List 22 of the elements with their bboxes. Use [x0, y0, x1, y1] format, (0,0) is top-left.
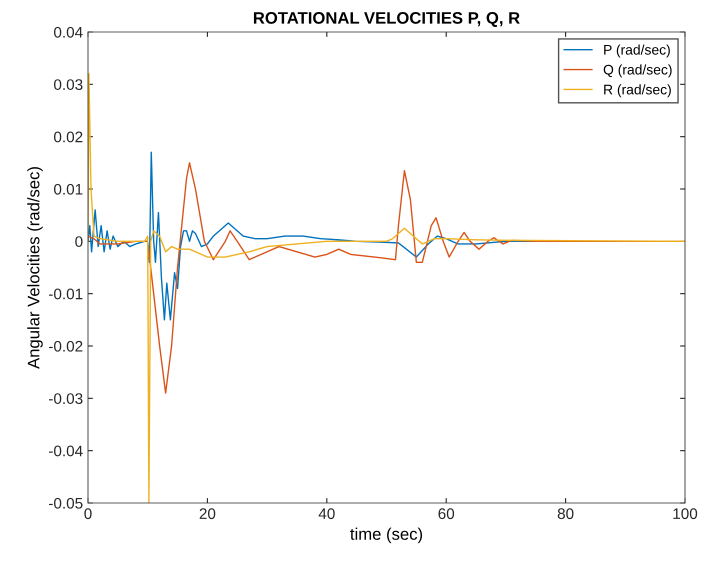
- y-tick-label: 0.04: [54, 26, 83, 38]
- y-tick-label: 0.02: [54, 132, 82, 142]
- y-tick-label: 0.03: [54, 79, 82, 90]
- x-tick-label: 40: [318, 508, 335, 520]
- y-tick-label: 0: [75, 236, 83, 248]
- legend-label: Q (rad/sec): [604, 64, 672, 78]
- y-tick-label: -0.02: [49, 340, 82, 352]
- x-tick-label: 100: [673, 508, 698, 520]
- y-tick-label: -0.03: [49, 393, 82, 404]
- chart-title: ROTATIONAL VELOCITIES P, Q, R: [254, 12, 520, 27]
- y-tick-label: 0.01: [54, 184, 82, 195]
- x-tick-label: 60: [438, 508, 454, 520]
- x-tick-label: 0: [84, 508, 92, 520]
- y-tick-label: -0.04: [49, 446, 83, 456]
- y-tick-label: -0.01: [49, 288, 82, 300]
- y-axis-title: Angular Velocities (rad/sec): [27, 167, 43, 369]
- y-tick-label: -0.05: [49, 498, 82, 509]
- x-tick-label: 80: [558, 508, 574, 520]
- x-axis-title: time (sec): [350, 528, 422, 544]
- legend-label: R (rad/sec): [604, 84, 671, 98]
- legend-label: P (rad/sec): [604, 44, 670, 58]
- x-tick-label: 20: [200, 508, 216, 520]
